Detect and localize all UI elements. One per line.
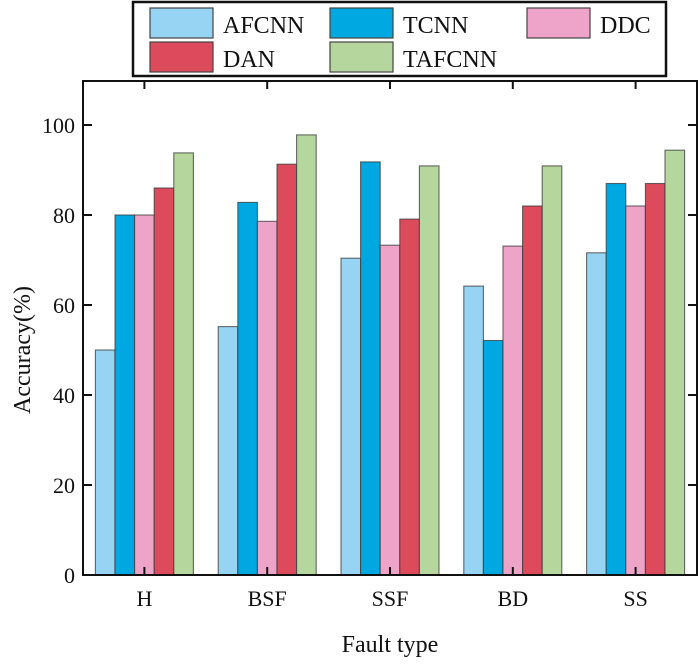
bar-tcnn-h xyxy=(114,214,136,576)
bar-ddc-ss xyxy=(625,205,646,576)
legend-swatch-tafcnn xyxy=(329,41,394,73)
bar-dan-h xyxy=(153,187,175,576)
x-tick-label: SSF xyxy=(372,586,409,611)
bars xyxy=(94,134,686,576)
bar-dan-ss xyxy=(644,182,666,576)
bar-dan-bsf xyxy=(276,163,298,576)
bar-afcnn-ss xyxy=(586,252,607,576)
axes: 0 20 40 60 80 100 H BSF SSF BD SS xyxy=(42,80,698,611)
y-tick-label: 40 xyxy=(53,383,75,408)
x-axis-title: Fault type xyxy=(342,632,439,658)
legend-swatch-dan xyxy=(149,41,214,73)
bar-tcnn-bd xyxy=(482,339,504,576)
y-axis-title: Accuracy(%) xyxy=(10,286,36,414)
bar-ddc-bd xyxy=(502,245,524,576)
legend-label-tcnn: TCNN xyxy=(403,13,468,39)
bar-afcnn-h xyxy=(94,349,116,576)
bar-tafcnn-bsf xyxy=(296,134,317,576)
legend-swatch-afcnn xyxy=(149,7,214,39)
y-tick-label: 20 xyxy=(53,473,75,498)
legend-swatch-ddc xyxy=(526,7,591,39)
bar-dan-ssf xyxy=(399,218,420,576)
bar-tafcnn-bd xyxy=(541,165,563,576)
bar-ddc-h xyxy=(134,214,155,576)
bar-tafcnn-ss xyxy=(664,149,686,576)
y-tick-label: 60 xyxy=(53,293,75,318)
bar-ddc-bsf xyxy=(256,220,278,576)
x-tick-label: H xyxy=(136,586,152,611)
legend: AFCNN TCNN DDC DAN TAFCNN xyxy=(131,0,668,78)
bar-afcnn-ssf xyxy=(340,257,362,576)
x-tick-label: BSF xyxy=(248,586,287,611)
bar-tcnn-ss xyxy=(605,182,627,576)
legend-label-tafcnn: TAFCNN xyxy=(403,47,497,73)
y-tick-label: 0 xyxy=(64,563,75,588)
legend-label-dan: DAN xyxy=(223,47,275,73)
legend-label-ddc: DDC xyxy=(600,13,651,39)
legend-label-afcnn: AFCNN xyxy=(223,13,304,39)
bar-tcnn-ssf xyxy=(360,161,381,576)
legend-swatch-tcnn xyxy=(329,7,394,39)
bar-ddc-ssf xyxy=(379,244,401,576)
bar-tcnn-bsf xyxy=(237,201,258,576)
bar-tafcnn-h xyxy=(173,152,194,576)
bar-afcnn-bsf xyxy=(217,326,239,576)
bar-afcnn-bd xyxy=(463,285,484,576)
x-tick-label: BD xyxy=(498,586,529,611)
x-tick-label: SS xyxy=(623,586,647,611)
bar-tafcnn-ssf xyxy=(418,165,440,576)
y-tick-label: 80 xyxy=(53,203,75,228)
bar-dan-bd xyxy=(522,205,543,576)
y-tick-label: 100 xyxy=(42,113,75,138)
